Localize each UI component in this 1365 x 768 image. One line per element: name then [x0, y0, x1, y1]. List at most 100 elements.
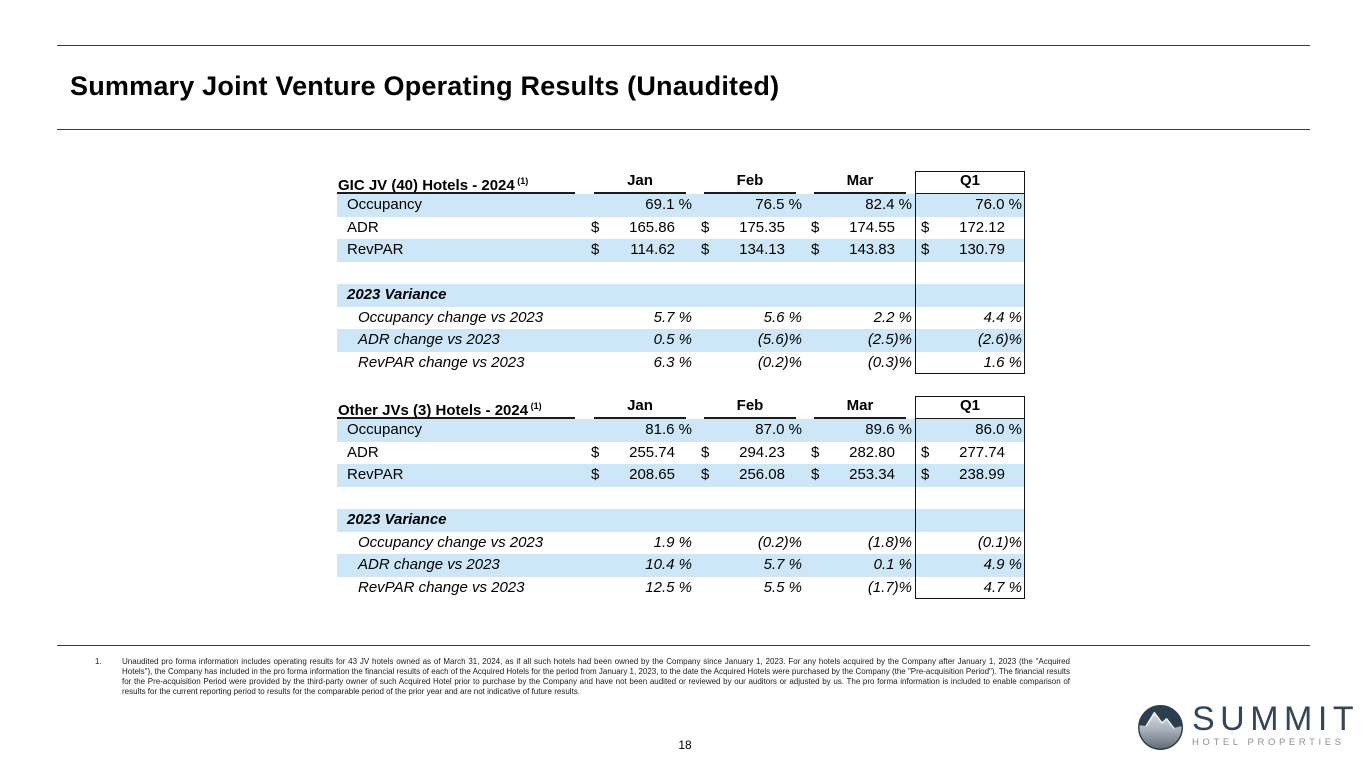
- table-header-row: Other JVs (3) Hotels - 2024 (1) Jan Feb Mar…: [337, 396, 1025, 419]
- cell-value: 89.6 %: [865, 421, 912, 438]
- cell-value: 5.6 %: [763, 308, 802, 326]
- column-header-jan: Jan: [585, 396, 695, 419]
- currency-symbol: $: [811, 466, 820, 483]
- row-label: Occupancy change vs 2023: [358, 308, 544, 326]
- page-number: 18: [678, 738, 692, 752]
- cell-value: 134.13: [739, 241, 785, 258]
- table-cell: 12.5 %: [585, 577, 695, 600]
- row-label: RevPAR: [347, 466, 404, 483]
- cell-value: (0.2)%: [757, 353, 802, 371]
- row-label: 2023 Variance: [347, 511, 447, 528]
- column-header-mar: Mar: [805, 396, 915, 419]
- currency-symbol: $: [701, 241, 710, 258]
- cell-value: 5.7 %: [763, 556, 802, 573]
- row-label: RevPAR change vs 2023: [358, 353, 525, 371]
- table-footnote-ref: (1): [528, 401, 542, 411]
- cell-value: 0.1 %: [873, 556, 912, 573]
- table-cell: [915, 284, 1025, 307]
- column-header-feb: Feb: [695, 171, 805, 194]
- table-cell: $130.79: [915, 239, 1025, 262]
- table-cell: $277.74: [915, 442, 1025, 465]
- cell-value: 253.34: [849, 466, 895, 483]
- table-cell: [585, 509, 695, 532]
- cell-value: (1.8)%: [867, 533, 912, 551]
- table-cell: (5.6)%: [695, 329, 805, 352]
- row-label: RevPAR change vs 2023: [358, 578, 525, 596]
- table-cell: (1.8)%: [805, 532, 915, 555]
- table-cell: $174.55: [805, 217, 915, 240]
- cell-value: 114.62: [630, 241, 675, 258]
- table-cell: 87.0 %: [695, 419, 805, 442]
- table-cell: [805, 262, 915, 285]
- currency-symbol: $: [701, 466, 710, 483]
- cell-value: 174.55: [849, 218, 895, 236]
- table-cell: 5.6 %: [695, 307, 805, 330]
- cell-value: 12.5 %: [645, 578, 692, 596]
- table-cell: [585, 284, 695, 307]
- logo-wordmark: SUMMIT: [1192, 700, 1360, 738]
- table-cell: 2.2 %: [805, 307, 915, 330]
- currency-symbol: $: [921, 218, 930, 236]
- table-cell: $255.74: [585, 442, 695, 465]
- table-footnote-ref: (1): [514, 176, 529, 186]
- cell-value: 294.23: [739, 443, 785, 461]
- table-cell: [695, 487, 805, 510]
- cell-value: 4.4 %: [983, 308, 1022, 326]
- cell-value: 4.9 %: [983, 556, 1022, 573]
- cell-value: (2.6)%: [977, 331, 1022, 348]
- cell-value: 10.4 %: [645, 556, 692, 573]
- cell-value: 5.7 %: [653, 308, 692, 326]
- table-cell: $165.86: [585, 217, 695, 240]
- row-label: [337, 487, 585, 510]
- table-cell: 6.3 %: [585, 352, 695, 375]
- cell-value: (0.2)%: [757, 533, 802, 551]
- table-title-text: Other JVs (3) Hotels - 2024: [338, 402, 529, 419]
- cell-value: 69.1 %: [645, 196, 692, 213]
- cell-value: 6.3 %: [653, 353, 692, 371]
- table-cell: [915, 487, 1025, 510]
- cell-value: 130.79: [959, 241, 1005, 258]
- table-cell: (1.7)%: [805, 577, 915, 600]
- table-cell: [585, 262, 695, 285]
- table-cell: $172.12: [915, 217, 1025, 240]
- cell-value: 2.2 %: [873, 308, 912, 326]
- table-cell: $282.80: [805, 442, 915, 465]
- row-label: Occupancy: [347, 196, 423, 213]
- table-row: Occupancy change vs 2023 1.9 % (0.2)% (1.8)…: [337, 532, 1025, 555]
- cell-value: 256.08: [739, 466, 785, 483]
- currency-symbol: $: [701, 443, 710, 461]
- table-cell: $238.99: [915, 464, 1025, 487]
- top-rule: [57, 45, 1310, 46]
- table-cell: [695, 284, 805, 307]
- currency-symbol: $: [811, 218, 820, 236]
- cell-value: 87.0 %: [755, 421, 802, 438]
- cell-value: 4.7 %: [983, 578, 1022, 596]
- row-label: [337, 262, 585, 285]
- table-cell: $143.83: [805, 239, 915, 262]
- table-title: GIC JV (40) Hotels - 2024 (1): [337, 171, 585, 194]
- table-cell: 69.1 %: [585, 194, 695, 217]
- column-header-jan: Jan: [585, 171, 695, 194]
- table-cell: $256.08: [695, 464, 805, 487]
- table-cell: (0.1)%: [915, 532, 1025, 555]
- currency-symbol: $: [591, 218, 600, 236]
- cell-value: 76.5 %: [755, 196, 802, 213]
- table-cell: 86.0 %: [915, 419, 1025, 442]
- cell-value: 86.0 %: [975, 421, 1022, 438]
- table-row: Occupancy 81.6 % 87.0 % 89.6 % 86.0 %: [337, 419, 1025, 442]
- table-row: RevPAR $114.62 $134.13 $143.83 $130.79: [337, 239, 1025, 262]
- table-cell: [915, 509, 1025, 532]
- table-row: ADR $165.86 $175.35 $174.55 $172.12: [337, 217, 1025, 240]
- cell-value: 82.4 %: [865, 196, 912, 213]
- table-cell: 82.4 %: [805, 194, 915, 217]
- table-row: RevPAR $208.65 $256.08 $253.34 $238.99: [337, 464, 1025, 487]
- footnote-rule: [57, 645, 1310, 646]
- table-cell: [915, 262, 1025, 285]
- currency-symbol: $: [811, 241, 820, 258]
- table-cell: 1.6 %: [915, 352, 1025, 375]
- other-jvs-hotels-table: Other JVs (3) Hotels - 2024 (1) Jan Feb Mar…: [337, 396, 1025, 599]
- column-header-q1: Q1: [915, 396, 1025, 419]
- table-cell: [695, 509, 805, 532]
- table-cell: [805, 284, 915, 307]
- table-cell: $294.23: [695, 442, 805, 465]
